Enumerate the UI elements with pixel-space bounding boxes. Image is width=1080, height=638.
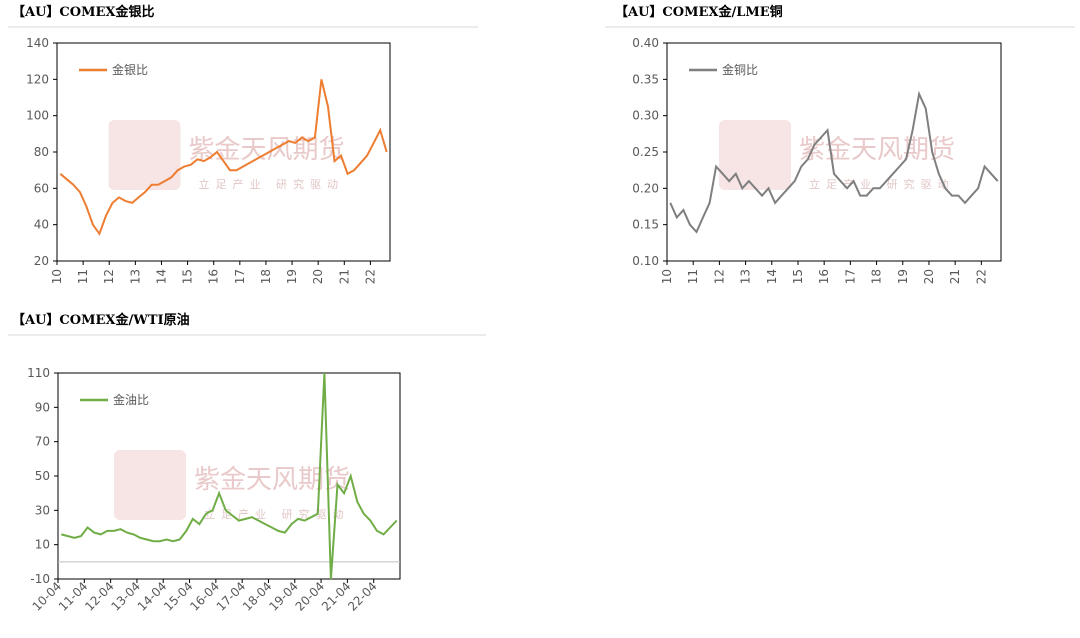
x-tick-label: 13 [739, 269, 753, 284]
y-tick-label: 0.10 [632, 254, 659, 268]
watermark-slogan: 立足产业 研究驱动 [199, 177, 345, 191]
x-tick-label: 22-04 [345, 579, 380, 614]
x-tick-label: 11 [76, 269, 90, 284]
y-tick-label: 50 [35, 469, 50, 483]
watermark-brand: 紫金天风期货 [194, 465, 350, 495]
x-tick-label: 14 [765, 269, 779, 284]
x-tick-label: 18 [259, 269, 273, 284]
y-tick-label: 0.20 [632, 181, 659, 195]
x-tick-label: 15-04 [161, 579, 196, 614]
x-tick-label: 21 [948, 269, 962, 284]
y-tick-label: -10 [30, 572, 50, 586]
x-tick-label: 17 [233, 269, 247, 284]
x-tick-label: 17 [843, 269, 857, 284]
series-line [669, 90, 999, 234]
y-tick-label: 140 [26, 36, 49, 50]
y-tick-label: 40 [34, 218, 49, 232]
y-tick-label: 0.30 [632, 109, 659, 123]
legend-label: 金油比 [113, 392, 149, 407]
x-tick-label: 21-04 [319, 579, 354, 614]
x-tick-label: 11-04 [56, 579, 91, 614]
x-tick-label: 12 [102, 269, 116, 284]
x-tick-label: 15 [791, 269, 805, 284]
watermark-brand: 紫金天风期货 [189, 135, 345, 165]
x-tick-label: 10 [50, 269, 64, 284]
x-tick-label: 17-04 [214, 579, 249, 614]
watermark-logo [114, 450, 186, 520]
x-tick-label: 13 [128, 269, 142, 284]
y-tick-label: 10 [35, 538, 50, 552]
y-tick-label: 0.25 [632, 145, 659, 159]
watermark-logo [108, 120, 181, 190]
x-tick-label: 16 [817, 269, 831, 284]
y-tick-label: 0.40 [632, 36, 659, 50]
series-line [59, 79, 388, 236]
y-tick-label: 30 [35, 503, 50, 517]
watermark-brand: 紫金天风期货 [799, 135, 955, 165]
y-tick-label: 120 [26, 72, 49, 86]
y-tick-label: 0.15 [632, 218, 659, 232]
legend-label: 金银比 [112, 62, 148, 77]
y-tick-label: 0.35 [632, 72, 659, 86]
watermark-slogan: 立足产业 研究驱动 [809, 177, 955, 191]
x-tick-label: 22 [974, 269, 988, 284]
x-tick-label: 11 [686, 269, 700, 284]
x-tick-label: 20 [311, 269, 325, 284]
x-tick-label: 14 [154, 269, 168, 284]
x-tick-label: 16 [207, 269, 221, 284]
y-tick-label: 90 [35, 400, 50, 414]
x-tick-label: 12-04 [82, 579, 117, 614]
legend-label: 金铜比 [722, 62, 758, 77]
x-tick-label: 21 [337, 269, 351, 284]
x-tick-label: 19-04 [266, 579, 301, 614]
x-tick-label: 12 [712, 269, 726, 284]
x-tick-label: 16-04 [187, 579, 222, 614]
chart-title: 【AU】COMEX金银比 [12, 4, 154, 20]
x-tick-label: 10 [660, 269, 674, 284]
x-tick-label: 14-04 [135, 579, 170, 614]
x-tick-label: 13-04 [108, 579, 143, 614]
y-tick-label: 60 [34, 181, 49, 195]
watermark-logo [719, 120, 791, 190]
chart-title: 【AU】COMEX金/LME铜 [615, 4, 783, 20]
x-tick-label: 18-04 [240, 579, 275, 614]
series-line [61, 372, 398, 580]
x-tick-label: 19 [285, 269, 299, 284]
chart-title: 【AU】COMEX金/WTI原油 [12, 312, 190, 328]
x-tick-label: 18 [870, 269, 884, 284]
y-tick-label: 20 [34, 254, 49, 268]
y-tick-label: 100 [26, 109, 49, 123]
x-tick-label: 20 [922, 269, 936, 284]
y-tick-label: 70 [35, 435, 50, 449]
x-tick-label: 19 [896, 269, 910, 284]
x-tick-label: 20-04 [293, 579, 328, 614]
y-tick-label: 110 [27, 366, 50, 380]
y-tick-label: 80 [34, 145, 49, 159]
x-tick-label: 22 [363, 269, 377, 284]
x-tick-label: 15 [181, 269, 195, 284]
